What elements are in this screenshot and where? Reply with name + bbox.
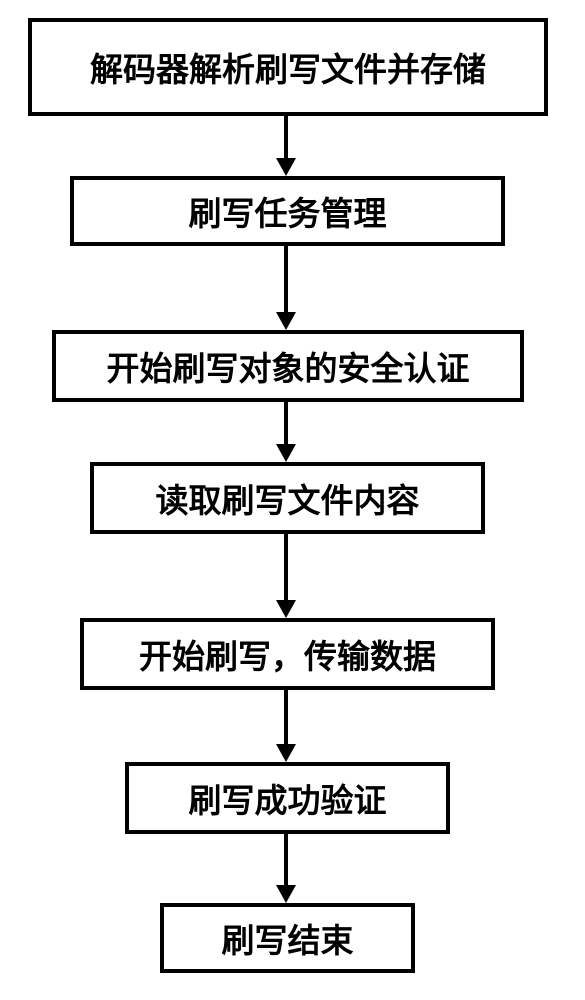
flow-node-n7: 刷写结束 xyxy=(160,903,415,973)
flow-edge-line xyxy=(284,834,288,885)
flow-edge-line xyxy=(284,690,288,744)
flow-edge-line xyxy=(284,534,288,600)
flow-edge-arrowhead xyxy=(276,744,296,762)
flow-node-label: 刷写结束 xyxy=(222,914,354,962)
flow-node-label: 刷写任务管理 xyxy=(189,187,387,235)
flow-edge-arrowhead xyxy=(276,600,296,618)
flow-edge-line xyxy=(284,402,288,444)
flow-node-label: 开始刷写，传输数据 xyxy=(139,630,436,678)
flow-edge-arrowhead xyxy=(276,444,296,462)
flow-edge-arrowhead xyxy=(276,885,296,903)
flow-node-n1: 解码器解析刷写文件并存储 xyxy=(28,18,548,116)
flow-node-n3: 开始刷写对象的安全认证 xyxy=(52,330,524,402)
flow-edge-line xyxy=(284,116,288,158)
flow-node-label: 读取刷写文件内容 xyxy=(156,474,420,522)
flow-node-label: 刷写成功验证 xyxy=(189,774,387,822)
flow-edge-line xyxy=(284,246,288,312)
flow-node-label: 解码器解析刷写文件并存储 xyxy=(90,43,486,91)
flow-node-n4: 读取刷写文件内容 xyxy=(90,462,485,534)
flow-node-n2: 刷写任务管理 xyxy=(70,176,505,246)
flow-edge-arrowhead xyxy=(276,158,296,176)
flow-node-label: 开始刷写对象的安全认证 xyxy=(107,342,470,390)
flow-node-n5: 开始刷写，传输数据 xyxy=(80,618,495,690)
flow-edge-arrowhead xyxy=(276,312,296,330)
flowchart-container: 解码器解析刷写文件并存储刷写任务管理开始刷写对象的安全认证读取刷写文件内容开始刷… xyxy=(0,0,585,1000)
flow-node-n6: 刷写成功验证 xyxy=(125,762,450,834)
